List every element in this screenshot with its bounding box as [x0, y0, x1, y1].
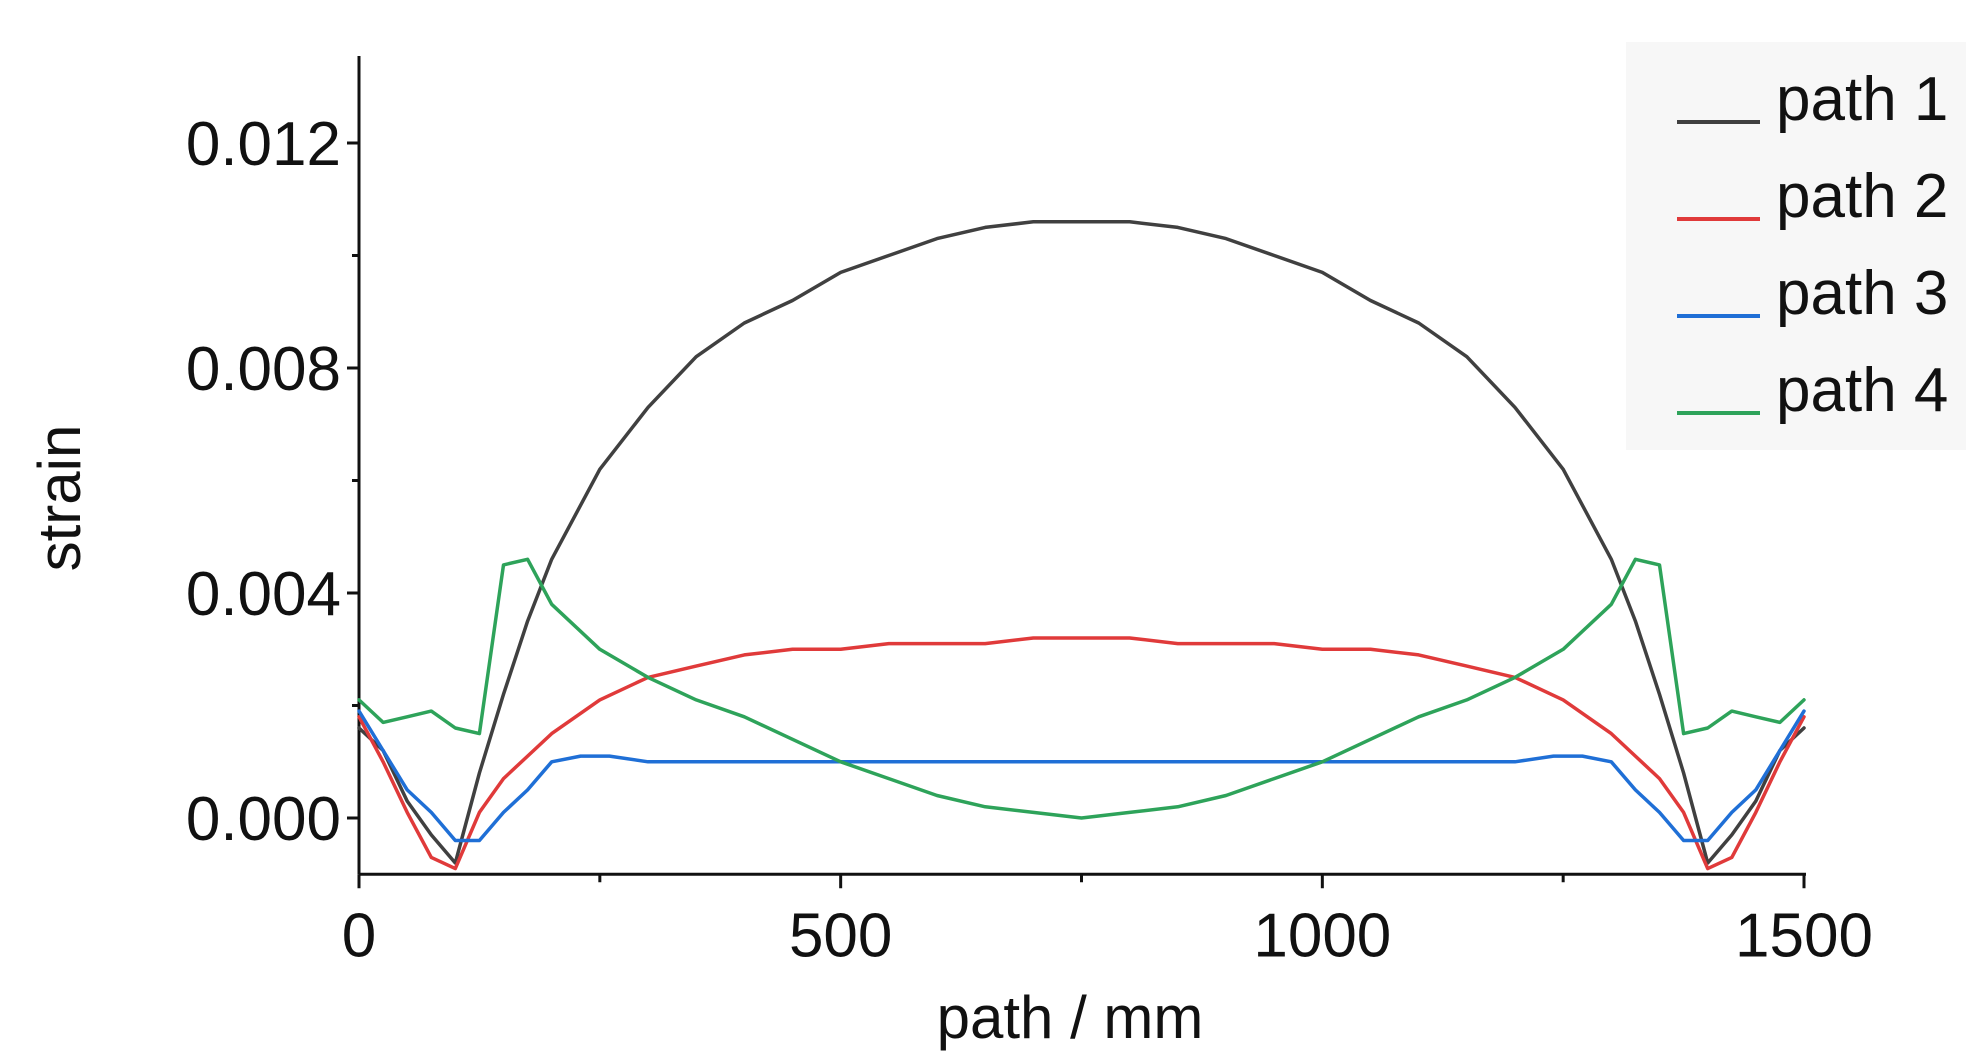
y-tick-label: 0.004	[186, 560, 341, 629]
series-line-path-3	[357, 709, 1806, 843]
x-axis-title: path / mm	[937, 984, 1204, 1051]
legend-label-path-1: path 1	[1776, 65, 1948, 134]
plot-series	[357, 220, 1806, 871]
legend-box	[1626, 42, 1966, 450]
legend: path 1 path 2 path 3 path 4	[1677, 65, 1948, 425]
legend-label-path-4: path 4	[1776, 356, 1948, 425]
y-axis-title: strain	[26, 425, 93, 572]
series-line-path-1	[357, 220, 1806, 865]
y-tick-label: 0.012	[186, 110, 341, 179]
axes	[347, 56, 1806, 889]
y-tick-label: 0.000	[186, 785, 341, 854]
legend-label-path-3: path 3	[1776, 259, 1948, 328]
x-tick-label: 0	[342, 901, 376, 970]
x-tick-label: 1500	[1735, 901, 1873, 970]
series-line-path-4	[357, 557, 1806, 820]
x-tick-label: 500	[789, 901, 892, 970]
x-tick-label: 1000	[1253, 901, 1391, 970]
y-tick-label: 0.008	[186, 335, 341, 404]
series-line-path-2	[357, 636, 1806, 871]
legend-label-path-2: path 2	[1776, 162, 1948, 231]
